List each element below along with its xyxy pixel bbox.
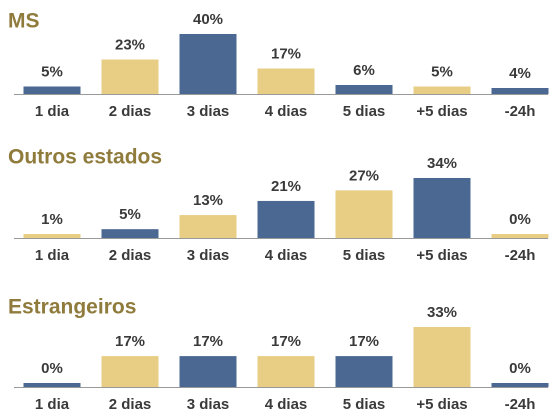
bar [257, 68, 315, 94]
data-label: 21% [271, 178, 301, 195]
x-tick-label: +5 dias [416, 103, 467, 120]
x-tick-label: 3 dias [187, 247, 230, 264]
data-label: 17% [349, 333, 379, 350]
x-tick-label: 5 dias [343, 247, 386, 264]
data-label: 0% [509, 360, 531, 377]
x-tick-label: -24h [505, 103, 536, 120]
bar [23, 234, 81, 238]
bar [413, 86, 471, 94]
x-tick-label: +5 dias [416, 396, 467, 413]
data-label: 34% [427, 155, 457, 172]
data-label: 5% [119, 206, 141, 223]
x-tick-label: 4 dias [265, 396, 308, 413]
bar [413, 327, 471, 387]
x-tick-label: 4 dias [265, 247, 308, 264]
x-tick-label: 1 dia [35, 396, 70, 413]
bar [491, 88, 549, 94]
data-label: 0% [41, 360, 63, 377]
x-tick-label: 1 dia [35, 247, 70, 264]
bar [179, 215, 237, 238]
data-label: 17% [271, 333, 301, 350]
x-tick-label: 2 dias [109, 396, 152, 413]
data-label: 17% [115, 333, 145, 350]
bar [335, 190, 393, 238]
bar [179, 34, 237, 94]
data-label: 40% [193, 11, 223, 28]
chart-title: MS [8, 10, 40, 33]
x-tick-label: -24h [505, 247, 536, 264]
x-tick-label: 2 dias [109, 247, 152, 264]
x-tick-label: 2 dias [109, 103, 152, 120]
bar [491, 234, 549, 238]
bar [491, 383, 549, 387]
bar [23, 86, 81, 94]
data-label: 13% [193, 192, 223, 209]
bar [257, 356, 315, 387]
bar [413, 178, 471, 238]
data-label: 5% [41, 63, 63, 80]
bar [179, 356, 237, 387]
chart-title: Estrangeiros [8, 296, 136, 319]
data-label: 6% [353, 62, 375, 79]
bar [101, 59, 159, 94]
x-tick-label: +5 dias [416, 247, 467, 264]
x-tick-label: 4 dias [265, 103, 308, 120]
bar [23, 383, 81, 387]
x-tick-label: 1 dia [35, 103, 70, 120]
data-label: 33% [427, 304, 457, 321]
chart-title: Outros estados [8, 146, 162, 169]
bar [335, 85, 393, 94]
data-label: 23% [115, 36, 145, 53]
bar [101, 229, 159, 238]
data-label: 0% [509, 211, 531, 228]
data-label: 17% [193, 333, 223, 350]
x-tick-label: 5 dias [343, 103, 386, 120]
x-tick-label: 3 dias [187, 396, 230, 413]
data-label: 17% [271, 45, 301, 62]
data-label: 27% [349, 167, 379, 184]
x-tick-label: -24h [505, 396, 536, 413]
bar [335, 356, 393, 387]
data-label: 5% [431, 63, 453, 80]
bar [101, 356, 159, 387]
data-label: 4% [509, 65, 531, 82]
bar [257, 200, 315, 238]
data-label: 1% [41, 211, 63, 228]
x-tick-label: 3 dias [187, 103, 230, 120]
x-tick-label: 5 dias [343, 396, 386, 413]
